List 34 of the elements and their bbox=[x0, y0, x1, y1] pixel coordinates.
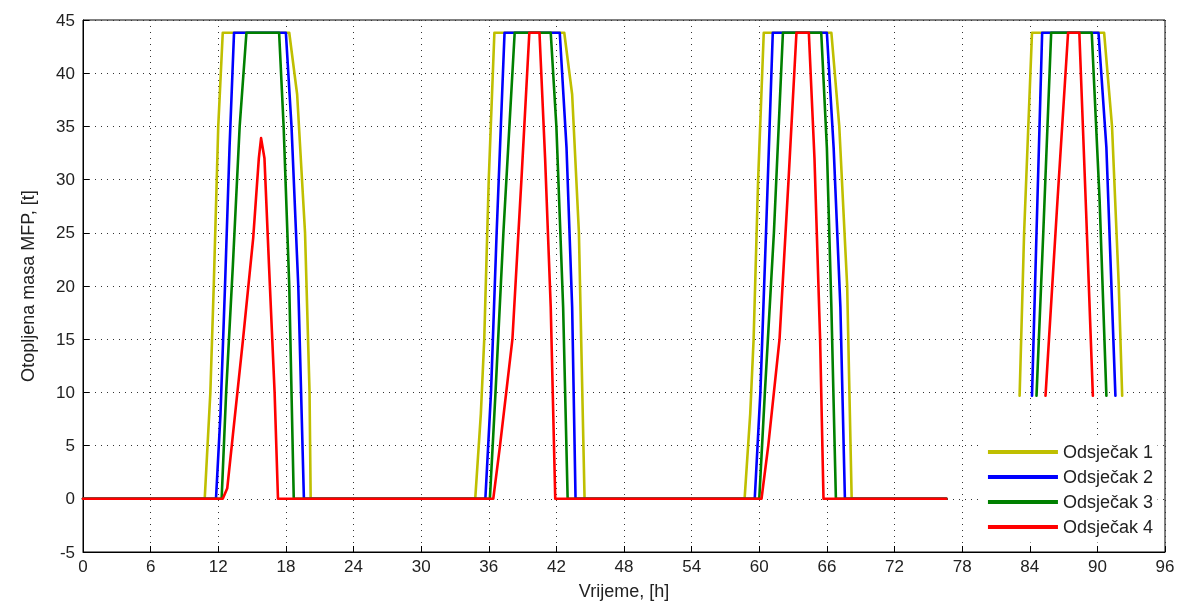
y-tick-label: 15 bbox=[56, 329, 75, 349]
legend-label: Odsječak 3 bbox=[1062, 492, 1153, 512]
x-tick-label: 42 bbox=[546, 557, 566, 576]
x-tick-label: 6 bbox=[145, 557, 156, 576]
y-tick-label: 20 bbox=[56, 276, 75, 296]
x-tick-label: 36 bbox=[479, 557, 499, 576]
x-tick-label: 12 bbox=[208, 557, 228, 576]
legend-label: Odsječak 2 bbox=[1062, 467, 1153, 487]
x-tick-label: 18 bbox=[276, 557, 296, 576]
x-tick-label: 54 bbox=[682, 557, 702, 576]
y-tick-label: 25 bbox=[56, 223, 75, 243]
y-tick-label: 40 bbox=[56, 63, 75, 83]
x-tick-label: 90 bbox=[1087, 557, 1107, 576]
x-tick-label: 84 bbox=[1020, 557, 1040, 576]
x-tick-label: 48 bbox=[614, 557, 634, 576]
x-tick-label: 24 bbox=[344, 557, 363, 576]
x-axis-title: Vrijeme, [h] bbox=[578, 581, 670, 601]
x-tick-label: 96 bbox=[1155, 557, 1175, 576]
y-tick-label: -5 bbox=[59, 542, 75, 562]
x-tick-label: 66 bbox=[817, 557, 837, 576]
y-tick-label: 35 bbox=[56, 116, 75, 136]
legend-label: Odsječak 4 bbox=[1062, 517, 1153, 537]
x-tick-label: 0 bbox=[78, 557, 88, 576]
x-tick-label: 72 bbox=[885, 557, 904, 576]
x-tick-label: 78 bbox=[952, 557, 972, 576]
x-tick-label: 60 bbox=[749, 557, 769, 576]
y-axis-title: Otopljena masa MFP, [t] bbox=[18, 190, 38, 382]
x-tick-label: 30 bbox=[411, 557, 431, 576]
y-tick-label: 45 bbox=[56, 10, 75, 30]
y-tick-label: 0 bbox=[65, 489, 75, 509]
legend-label: Odsječak 1 bbox=[1062, 442, 1153, 462]
y-tick-label: 30 bbox=[56, 170, 75, 190]
y-tick-label: 10 bbox=[56, 382, 75, 402]
y-tick-label: 5 bbox=[65, 436, 75, 456]
